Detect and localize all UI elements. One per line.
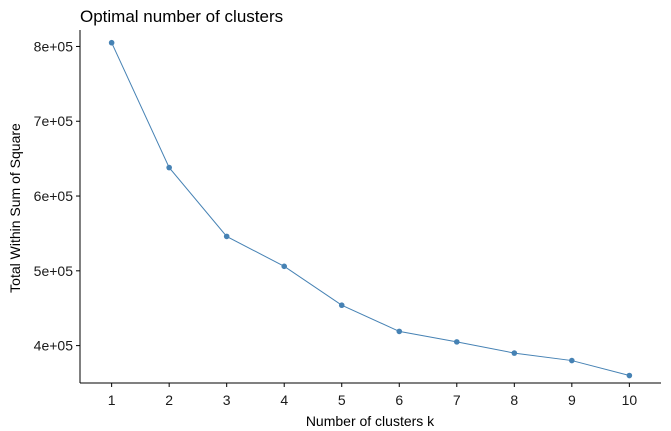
x-tick-label: 1 (108, 392, 116, 408)
y-tick-label: 8e+05 (34, 38, 74, 54)
y-tick-label: 4e+05 (34, 338, 74, 354)
data-point (166, 164, 172, 171)
y-axis-title: Total Within Sum of Square (7, 123, 23, 293)
x-tick-label: 9 (568, 392, 576, 408)
x-tick-label: 3 (223, 392, 231, 408)
data-point (338, 302, 345, 309)
data-point (626, 372, 633, 379)
x-tick-label: 8 (510, 392, 518, 408)
data-point (223, 233, 230, 240)
chart-title: Optimal number of clusters (80, 7, 283, 26)
data-point (281, 263, 288, 270)
y-tick-label: 6e+05 (34, 188, 74, 204)
plot-area: 4e+05 5e+05 6e+05 7e+05 8e+05 1 2 3 4 5 6 7 8 9 10 (34, 30, 661, 408)
x-tick-label: 6 (395, 392, 403, 408)
x-tick-label: 5 (338, 392, 346, 408)
x-tick-label: 4 (280, 392, 288, 408)
data-point (453, 339, 460, 345)
x-tick-label: 2 (165, 392, 173, 408)
y-tick-label: 5e+05 (34, 263, 74, 279)
data-point (569, 357, 575, 364)
x-tick-label: 7 (453, 392, 461, 408)
data-point (108, 39, 115, 46)
data-point (511, 350, 518, 356)
y-tick-label: 7e+05 (34, 113, 74, 129)
series-line (111, 42, 630, 377)
data-point (396, 328, 403, 335)
x-tick-label: 10 (622, 392, 638, 408)
x-axis-title: Number of clusters k (306, 413, 435, 429)
